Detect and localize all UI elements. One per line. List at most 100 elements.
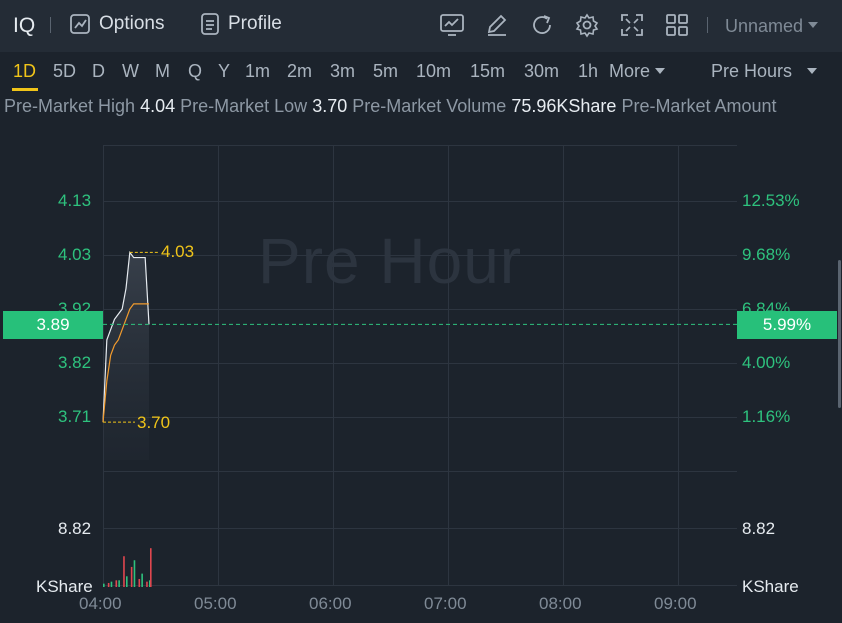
volume-bar (107, 582, 110, 587)
grid-hline (103, 201, 737, 202)
grid-hline (103, 363, 737, 364)
timeframe-tab-3m[interactable]: 3m (330, 61, 356, 81)
timeframe-tab-2m[interactable]: 2m (287, 61, 313, 81)
profile-label: Profile (228, 13, 282, 34)
chart-screen-icon[interactable] (439, 12, 465, 38)
volume-bar (118, 580, 120, 587)
price-line (102, 250, 150, 423)
volume-tick-left: 8.82 (58, 519, 92, 538)
timeframe-tab-30m[interactable]: 30m (524, 61, 560, 81)
grid-layout-icon[interactable] (664, 12, 690, 38)
volume-bar (103, 583, 105, 587)
volume-bar (126, 576, 128, 587)
session-label: Pre Hours (711, 61, 793, 81)
average-price-line (102, 303, 149, 423)
percent-tick: 1.16% (742, 407, 791, 426)
dropdown-arrow-icon (808, 22, 819, 28)
volume-unit-left: KShare (36, 577, 93, 596)
grid-hline (103, 528, 737, 529)
volume-unit-right: KShare (742, 577, 799, 596)
grid-vline (333, 145, 334, 585)
options-button[interactable]: Options (69, 13, 164, 35)
low-marker-label: 3.70 (137, 413, 171, 432)
current-percent-tag: 5.99% (737, 311, 837, 339)
high-label: Pre-Market High (4, 96, 136, 116)
volume-bar (138, 578, 141, 587)
timeframe-tab-q[interactable]: Q (188, 61, 203, 81)
volume-bar (110, 581, 113, 587)
volume-bar (130, 566, 133, 587)
session-selector[interactable]: Pre Hours (711, 61, 818, 82)
volume-tick-right: 8.82 (742, 519, 776, 538)
divider (707, 17, 708, 33)
price-tick: 3.71 (58, 407, 92, 426)
grid-hline (103, 471, 737, 472)
layout-selector[interactable]: Unnamed (725, 16, 819, 37)
grid-vline (563, 145, 564, 585)
timeframe-tab-y[interactable]: Y (218, 61, 231, 81)
volume-bar (146, 581, 148, 587)
fullscreen-icon[interactable] (619, 12, 645, 38)
volume-bar (115, 580, 118, 587)
percent-tick: 4.00% (742, 353, 791, 372)
dropdown-arrow-icon (807, 68, 818, 74)
grid-hline (103, 145, 737, 146)
volume-bar (150, 548, 152, 587)
timeframe-tab-m[interactable]: M (155, 61, 170, 81)
percent-tick: 9.68% (742, 245, 791, 264)
grid-hline (103, 585, 737, 586)
high-marker-label: 4.03 (161, 242, 195, 261)
price-tick: 4.13 (58, 191, 92, 210)
draw-icon[interactable] (484, 12, 510, 38)
timeframe-tab-15m[interactable]: 15m (470, 61, 506, 81)
volume-label: Pre-Market Volume (352, 96, 507, 116)
time-label: 09:00 (654, 594, 697, 613)
grid-vline (103, 145, 104, 585)
price-tick: 3.82 (58, 353, 92, 372)
premarket-stats: Pre-Market High 4.04 Pre-Market Low 3.70… (0, 96, 842, 126)
grid-hline (103, 309, 737, 310)
timeframe-tab-1m[interactable]: 1m (245, 61, 271, 81)
settings-icon[interactable] (574, 12, 600, 38)
time-label: 08:00 (539, 594, 582, 613)
grid-hline (103, 255, 737, 256)
more-timeframes-button[interactable]: More (609, 61, 666, 82)
price-tick: 4.03 (58, 245, 92, 264)
timeframe-tab-w[interactable]: W (122, 61, 139, 81)
amount-label: Pre-Market Amount (621, 96, 777, 116)
profile-button[interactable]: Profile (200, 13, 282, 35)
time-label: 06:00 (309, 594, 352, 613)
time-label: 05:00 (194, 594, 237, 613)
timeframe-tab-1d[interactable]: 1D (13, 61, 37, 81)
options-label: Options (99, 13, 165, 34)
volume-bar (133, 560, 136, 587)
high-value: 4.04 (140, 96, 176, 116)
timeframe-tab-d[interactable]: D (92, 61, 105, 81)
timeframe-bar (0, 52, 842, 94)
chart-scrollbar[interactable] (838, 260, 841, 408)
refresh-icon[interactable] (529, 12, 555, 38)
percent-tick: 12.53% (742, 191, 800, 210)
grid-vline (218, 145, 219, 585)
volume-bar (149, 580, 151, 587)
grid-hline (103, 417, 737, 418)
top-toolbar: IQ Options Profile Unnamed (0, 0, 842, 52)
divider (50, 17, 51, 33)
volume-value: 75.96KShare (511, 96, 617, 116)
profile-icon (201, 13, 219, 35)
timeframe-tab-5m[interactable]: 5m (373, 61, 399, 81)
time-label: 04:00 (79, 594, 122, 613)
chart-watermark: Pre Hour (258, 225, 523, 297)
timeframe-tab-5d[interactable]: 5D (53, 61, 77, 81)
timeframe-tab-1h[interactable]: 1h (578, 61, 599, 81)
current-price-tag: 3.89 (3, 311, 103, 339)
low-label: Pre-Market Low (180, 96, 308, 116)
volume-bar (141, 573, 143, 587)
grid-vline (448, 145, 449, 585)
grid-vline (678, 145, 679, 585)
volume-bar (123, 556, 125, 587)
more-label: More (609, 61, 651, 81)
timeframe-tab-10m[interactable]: 10m (416, 61, 452, 81)
ticker-symbol[interactable]: IQ (13, 14, 36, 37)
